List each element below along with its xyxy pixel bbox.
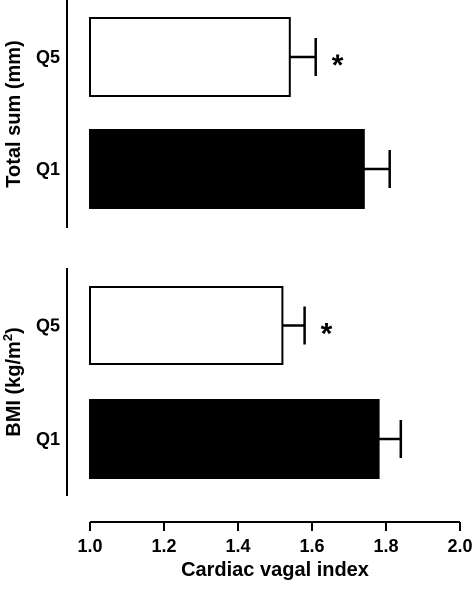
bar-q1 bbox=[89, 399, 380, 479]
panel-2: BMI (kg/m2) Q5 * Q1 bbox=[0, 268, 403, 496]
panel-title-tail: ) bbox=[3, 327, 25, 334]
x-tick-label: 1.6 bbox=[299, 536, 324, 556]
significance-marker: * bbox=[321, 318, 333, 351]
x-axis-title: Cardiac vagal index bbox=[181, 559, 369, 581]
bar-q5 bbox=[89, 17, 291, 97]
x-tick-label: 1.2 bbox=[151, 536, 176, 556]
panel-title: Total sum (mm) bbox=[3, 40, 25, 187]
x-tick-label: 1.4 bbox=[225, 536, 250, 556]
bar-q5 bbox=[89, 286, 284, 365]
x-ticks: 1.0 1.2 1.4 1.6 1.8 2.0 bbox=[77, 522, 473, 556]
significance-marker: * bbox=[332, 49, 344, 82]
x-tick-label: 1.8 bbox=[373, 536, 398, 556]
category-label-q1: Q1 bbox=[36, 159, 60, 179]
panel-1: Total sum (mm) Q5 * Q1 bbox=[3, 0, 391, 228]
chart-panels: Total sum (mm) Q5 * Q1 BMI (kg/m2) Q5 * Q1 bbox=[0, 0, 403, 496]
bar-q1 bbox=[89, 129, 365, 209]
category-label-q5: Q5 bbox=[36, 316, 60, 336]
panel-title-text: Total sum (mm) bbox=[3, 40, 25, 187]
panel-title: BMI (kg/m2) bbox=[0, 327, 25, 436]
category-label-q1: Q1 bbox=[36, 429, 60, 449]
category-label-q5: Q5 bbox=[36, 47, 60, 67]
panel-title-text: BMI (kg/m bbox=[3, 341, 25, 437]
x-axis: 1.0 1.2 1.4 1.6 1.8 2.0 Cardiac vagal index bbox=[77, 521, 473, 581]
panel-title-superscript: 2 bbox=[0, 334, 15, 341]
x-tick-label: 2.0 bbox=[447, 536, 472, 556]
x-tick-label: 1.0 bbox=[77, 536, 102, 556]
